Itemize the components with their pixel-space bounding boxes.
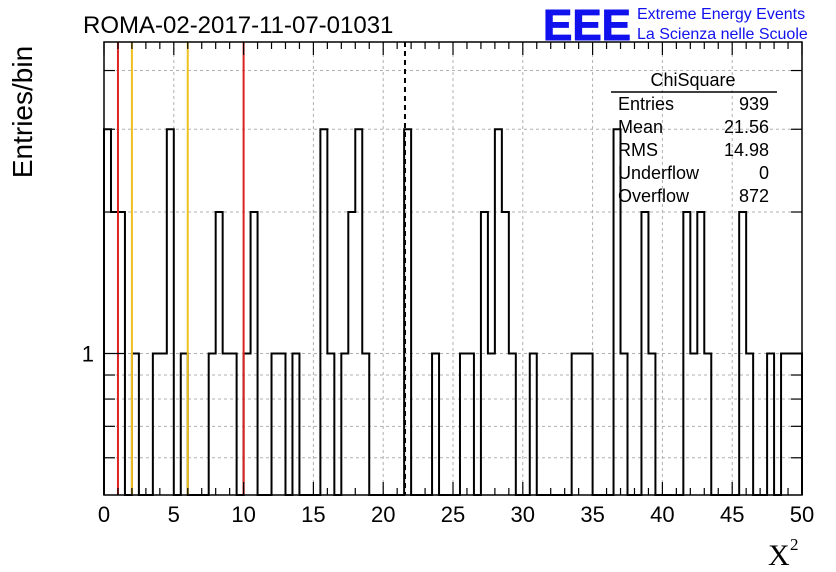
grid (104, 42, 802, 495)
stats-row-label: Overflow (618, 186, 690, 206)
stats-row-value: 14.98 (724, 140, 769, 160)
x-tick-label: 0 (98, 502, 110, 527)
stats-row-value: 21.56 (724, 117, 769, 137)
x-axis-label-superscript: 2 (790, 535, 799, 554)
x-tick-label: 30 (511, 502, 535, 527)
x-tick-label: 20 (371, 502, 395, 527)
stats-row-value: 939 (739, 94, 769, 114)
chart-title: ROMA-02-2017-11-07-01031 (83, 12, 393, 39)
x-axis-label-text: X (768, 539, 790, 572)
stats-row-label: Entries (618, 94, 674, 114)
reference-lines (116, 42, 406, 495)
stats-row-value: 872 (739, 186, 769, 206)
x-tick-label: 45 (720, 502, 744, 527)
y-tick-label: 1 (82, 342, 94, 367)
logo-line-1: Extreme Energy Events (637, 6, 805, 23)
stats-row-label: Underflow (618, 163, 700, 183)
x-tick-label: 40 (650, 502, 674, 527)
y-axis-label: Entries/bin (7, 46, 38, 178)
x-tick-label: 50 (790, 502, 814, 527)
stats-box: ChiSquare Entries 939 Mean 21.56 RMS 14.98 Und… (611, 70, 777, 206)
logo-line-2: La Scienza nelle Scuole (637, 26, 808, 43)
stats-row-label: Mean (618, 117, 663, 137)
axes: 0 5 10 15 20 25 30 35 40 45 50 1 (82, 42, 814, 527)
x-tick-label: 15 (301, 502, 325, 527)
stats-row-label: RMS (618, 140, 658, 160)
x-tick-label: 35 (580, 502, 604, 527)
x-axis-label: X 2 (768, 535, 799, 572)
stats-row-value: 0 (759, 163, 769, 183)
eee-logo: EEE Extreme Energy Events La Scienza nel… (543, 1, 808, 51)
stats-box-title: ChiSquare (650, 70, 735, 90)
x-tick-label: 10 (231, 502, 255, 527)
x-tick-label: 5 (168, 502, 180, 527)
x-tick-label: 25 (441, 502, 465, 527)
